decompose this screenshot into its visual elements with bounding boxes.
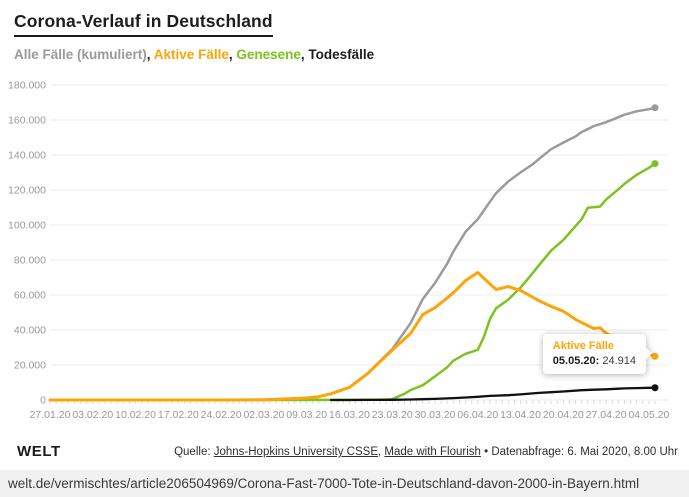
series-line-todesfaelle (329, 386, 657, 402)
legend-item-genesene: Genesene (236, 47, 301, 62)
article-url[interactable]: welt.de/vermischtes/article206504969/Cor… (8, 476, 640, 491)
y-axis-label: 0 (40, 395, 46, 407)
tooltip-value: 24.914 (602, 355, 636, 367)
y-axis-label: 160.000 (8, 115, 46, 127)
tooltip-series-label: Aktive Fälle (552, 340, 614, 352)
x-axis-label: 10.02.20 (115, 409, 156, 421)
tooltip-value-line: 05.05.20: 24.914 (553, 355, 636, 367)
source-link-jhu[interactable]: Johns-Hopkins University CSSE (213, 446, 378, 458)
source-line: Quelle: Johns-Hopkins University CSSE, M… (174, 446, 678, 458)
legend: Alle Fälle (kumuliert), Aktive Fälle, Ge… (14, 47, 374, 62)
x-axis-label: 04.05.20 (628, 409, 669, 421)
x-axis-label: 16.03.20 (329, 409, 370, 421)
x-axis-label: 09.03.20 (286, 409, 327, 421)
series-line-aktive-faelle (48, 271, 657, 402)
x-axis-label: 02.03.20 (243, 409, 284, 421)
x-axis-label: 30.03.20 (415, 409, 456, 421)
chart-title: Corona-Verlauf in Deutschland (14, 11, 273, 37)
y-axis-label: 60.000 (14, 290, 46, 302)
legend-item-alle-faelle: Alle Fälle (kumuliert) (14, 47, 147, 62)
end-dot-genesene (651, 160, 659, 168)
legend-separator: , (146, 47, 154, 62)
x-axis-label: 06.04.20 (457, 409, 498, 421)
line-chart[interactable]: 0 20.000 40.000 60.000 80.000 100.000 120.000 1… (0, 0, 689, 434)
y-axis-label: 80.000 (14, 255, 46, 267)
y-axis-label: 40.000 (14, 325, 46, 337)
x-axis-label: 27.01.20 (30, 409, 71, 421)
tooltip: Aktive Fälle 05.05.20: 24.914 (542, 334, 646, 374)
legend-separator: , (228, 47, 237, 62)
source-suffix: • Datenabfrage: 6. Mai 2020, 8.00 Uhr (480, 446, 678, 458)
source-separator: , (378, 446, 385, 458)
x-axis-label: 27.04.20 (586, 409, 627, 421)
x-axis-label: 20.04.20 (543, 409, 584, 421)
y-axis-label: 20.000 (14, 360, 46, 372)
x-axis-label: 24.02.20 (201, 409, 242, 421)
series-line-genesene (48, 162, 657, 402)
x-axis-label: 13.04.20 (500, 409, 541, 421)
y-axis-label: 120.000 (8, 185, 46, 197)
source-prefix: Quelle: (174, 446, 214, 458)
y-axis-label: 100.000 (8, 220, 46, 232)
welt-logo: WELT (17, 443, 61, 460)
url-caption-bar[interactable]: welt.de/vermischtes/article206504969/Cor… (0, 470, 689, 497)
x-axis-label: 17.02.20 (158, 409, 199, 421)
x-axis-label: 23.03.20 (372, 409, 413, 421)
y-axis-label: 140.000 (8, 150, 46, 162)
source-link-flourish[interactable]: Made with Flourish (384, 446, 481, 458)
end-dot-alle-faelle-kumuliert (651, 104, 659, 112)
y-axis-label: 180.000 (8, 80, 46, 92)
x-axis-label: 03.02.20 (72, 409, 113, 421)
end-dot-aktive-faelle (651, 352, 659, 360)
legend-item-aktive-faelle: Aktive Fälle (153, 47, 229, 62)
tooltip-date: 05.05.20: (552, 355, 600, 367)
legend-item-todesfaelle: Todesfälle (308, 47, 375, 62)
legend-separator: , (300, 47, 309, 62)
end-dot-todesfaelle (651, 384, 659, 392)
